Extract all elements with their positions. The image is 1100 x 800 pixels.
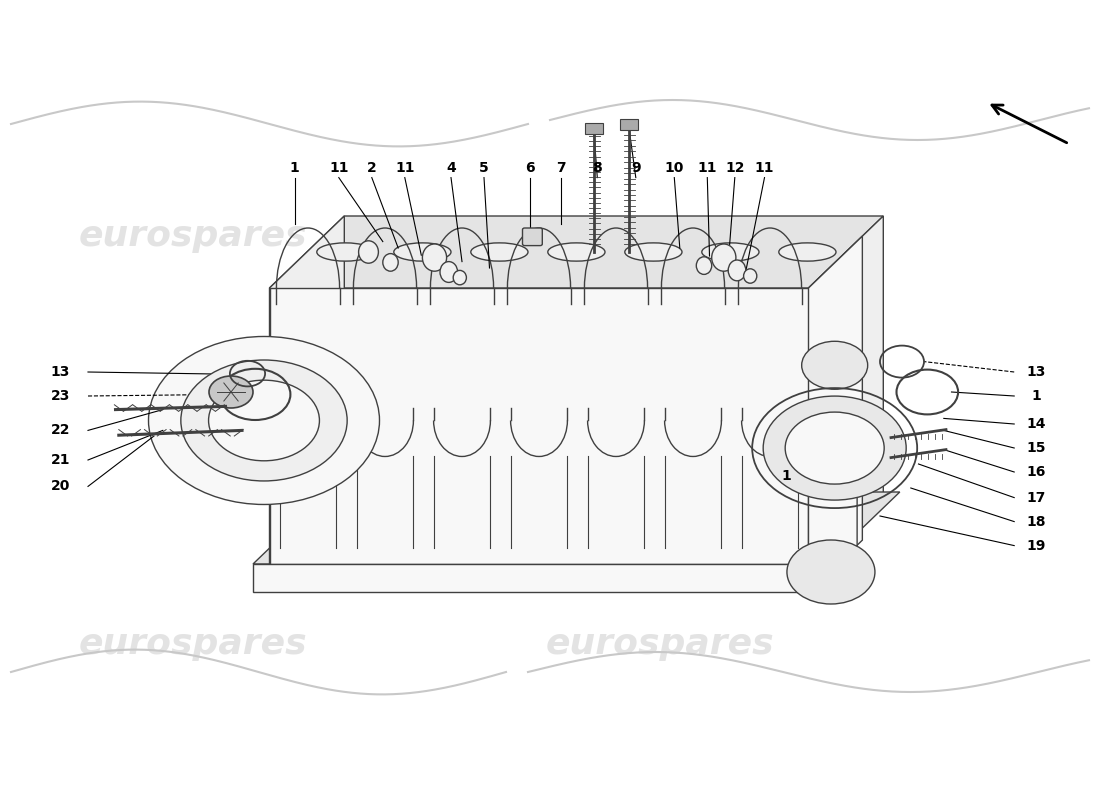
Circle shape xyxy=(209,380,319,461)
Text: eurospares: eurospares xyxy=(546,627,774,661)
Text: 6: 6 xyxy=(526,161,535,175)
Text: 17: 17 xyxy=(1026,490,1046,505)
Text: 23: 23 xyxy=(51,389,70,403)
Text: 11: 11 xyxy=(697,161,717,175)
Ellipse shape xyxy=(359,241,378,263)
Text: 12: 12 xyxy=(725,161,745,175)
Text: 18: 18 xyxy=(1026,514,1046,529)
Text: 7: 7 xyxy=(557,161,565,175)
Text: 8: 8 xyxy=(593,161,602,175)
Circle shape xyxy=(802,342,868,390)
Ellipse shape xyxy=(383,254,398,271)
Ellipse shape xyxy=(779,243,836,261)
Text: 9: 9 xyxy=(631,161,640,175)
Polygon shape xyxy=(270,216,344,564)
Ellipse shape xyxy=(702,243,759,261)
Polygon shape xyxy=(253,492,900,564)
Polygon shape xyxy=(808,216,883,564)
Text: 20: 20 xyxy=(51,479,70,494)
Polygon shape xyxy=(270,288,808,564)
FancyBboxPatch shape xyxy=(522,228,542,246)
Circle shape xyxy=(785,412,884,484)
Ellipse shape xyxy=(696,257,712,274)
Circle shape xyxy=(180,360,348,481)
Polygon shape xyxy=(808,437,857,592)
Text: eurospares: eurospares xyxy=(546,219,774,253)
Ellipse shape xyxy=(453,270,466,285)
Ellipse shape xyxy=(712,244,736,271)
Text: 22: 22 xyxy=(51,423,70,438)
Text: 16: 16 xyxy=(1026,465,1046,479)
Text: 21: 21 xyxy=(51,453,70,467)
Text: 13: 13 xyxy=(51,365,70,379)
Polygon shape xyxy=(270,216,883,288)
Text: 1: 1 xyxy=(782,469,791,483)
Ellipse shape xyxy=(625,243,682,261)
Text: 10: 10 xyxy=(664,161,684,175)
Circle shape xyxy=(763,396,906,500)
Ellipse shape xyxy=(422,244,447,271)
Text: 2: 2 xyxy=(367,161,376,175)
Text: 15: 15 xyxy=(1026,441,1046,455)
Circle shape xyxy=(209,376,253,408)
Circle shape xyxy=(148,337,380,505)
Ellipse shape xyxy=(471,243,528,261)
Text: eurospares: eurospares xyxy=(78,627,307,661)
Ellipse shape xyxy=(440,262,458,282)
Text: 11: 11 xyxy=(329,161,349,175)
Text: 19: 19 xyxy=(1026,538,1046,553)
Ellipse shape xyxy=(548,243,605,261)
Text: 11: 11 xyxy=(755,161,774,175)
Text: eurospares: eurospares xyxy=(78,219,307,253)
Text: 13: 13 xyxy=(1026,365,1046,379)
Text: 4: 4 xyxy=(447,161,455,175)
Ellipse shape xyxy=(317,243,374,261)
Ellipse shape xyxy=(728,260,746,281)
Text: 14: 14 xyxy=(1026,417,1046,431)
Circle shape xyxy=(786,540,875,604)
FancyBboxPatch shape xyxy=(585,123,603,134)
Text: 1: 1 xyxy=(1032,389,1041,403)
Ellipse shape xyxy=(394,243,451,261)
Text: 5: 5 xyxy=(480,161,488,175)
Polygon shape xyxy=(808,236,862,592)
Ellipse shape xyxy=(744,269,757,283)
Text: 11: 11 xyxy=(395,161,415,175)
Polygon shape xyxy=(253,564,825,592)
Text: 1: 1 xyxy=(290,161,299,175)
FancyBboxPatch shape xyxy=(620,119,638,130)
